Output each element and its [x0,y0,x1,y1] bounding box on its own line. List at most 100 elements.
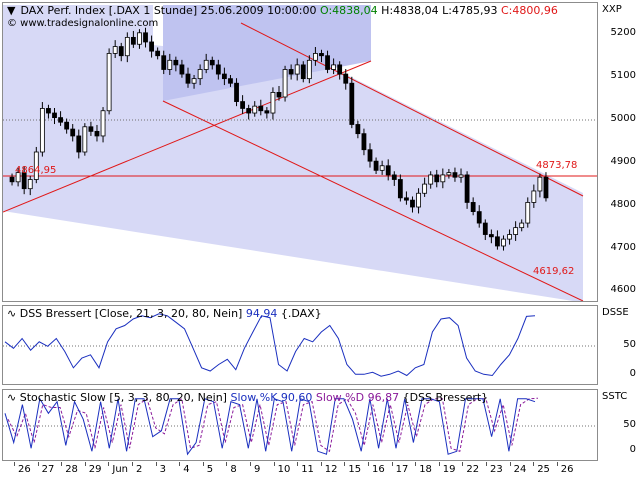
candle-body [39,108,45,153]
price-axis[interactable]: XXP 5200 5100 5000 4900 4800 4700 4600 [598,2,638,302]
candle-body [501,238,506,247]
candle-body [221,73,227,80]
y-tick: 50 [623,419,636,430]
x-tick-mark [533,462,535,466]
price-panel[interactable]: ▼ DAX Perf. Index [.DAX 1 Stunde] 25.06.… [2,2,598,302]
level-right-label: 4873,78 [536,160,578,171]
candle-body [179,64,185,75]
channel-low-label: 4619,62 [533,266,575,277]
x-tick-mark [344,462,346,466]
candle-body [446,172,452,176]
candle-body [343,73,349,84]
candle-body [88,126,94,132]
candle-body [64,121,70,130]
time-axis[interactable]: 26 27 28 29 Jun 2 3 4 5 8 9 10 11 12 15 16 17 18 19 22 23 24 2… [2,462,598,478]
menu-icon[interactable]: ∿ [7,307,17,320]
candle-body [112,46,118,54]
candle-body [276,92,282,98]
candle-body [161,55,167,70]
x-tick-mark [462,462,464,466]
candle-body [173,59,179,66]
candle-body [215,64,221,75]
watermark: © www.tradesignalonline.com [7,18,159,29]
x-tick-label: 9 [254,464,261,475]
stochastic-header: ∿ Stochastic Slow [5, 3, 3, 80, 20, Nein… [7,391,488,404]
x-tick-mark [108,462,110,466]
candle-body [106,53,112,112]
candle-body [458,174,464,178]
candle-body [525,202,531,224]
candle-body [209,59,215,66]
open-value: O:4838,04 [320,4,378,17]
candle-body [228,78,233,84]
x-tick-label: 3 [159,464,166,475]
stochastic-chart[interactable] [3,390,597,460]
x-tick-mark [250,462,251,466]
dss-panel[interactable]: ∿ DSS Bressert [Close, 21, 3, 20, 80, Ne… [2,305,598,385]
candle-body [240,101,245,109]
candle-body [464,174,470,203]
x-tick-label: Jun [112,464,129,475]
candle-body [234,82,239,102]
menu-icon[interactable]: ▼ [7,4,16,17]
x-tick-label: 8 [230,464,237,475]
candle-body [519,222,525,229]
candle-body [82,126,88,153]
x-tick-mark [226,462,228,466]
candle-body [513,227,519,235]
candle-body [155,50,161,57]
candle-body [130,36,136,45]
price-chart[interactable] [3,3,597,301]
slow-k-label: Slow %K 90,60 [230,391,313,404]
slow-d-line [7,397,539,453]
x-tick-mark [155,462,157,466]
candle-body [331,64,337,70]
dss-axis[interactable]: DSSE 50 0 [598,305,638,385]
slow-k-line [4,397,536,456]
stochastic-axis[interactable]: SSTC 50 0 [598,389,638,461]
candle-body [428,174,434,185]
x-tick-mark [179,462,181,466]
close-value: C:4800,96 [500,4,558,17]
stochastic-panel[interactable]: ∿ Stochastic Slow [5, 3, 3, 80, 20, Nein… [2,389,598,461]
channel-fill-upper [3,5,583,301]
y-tick: 4600 [610,284,636,295]
x-tick-label: 12 [324,464,338,475]
y-tick: 4800 [610,199,636,210]
x-tick-mark [368,462,369,466]
candle-body [197,69,203,80]
datetime: 25.06.2009 10:00:00 [200,4,317,17]
stoch-axis-label: SSTC [602,391,628,402]
menu-icon[interactable]: ∿ [7,391,17,404]
candle-body [94,130,100,137]
candle-body [355,124,361,135]
x-tick-mark [556,462,558,466]
candle-body [337,64,343,75]
candle-body [288,69,294,75]
dss-chart[interactable] [3,306,597,384]
candle-body [33,151,39,180]
candle-body [58,117,63,123]
candle-body [319,53,324,57]
x-tick-mark [391,462,393,466]
candle-body [9,176,15,183]
x-tick-label: 28 [65,464,78,475]
candle-body [185,73,191,84]
candle-body [440,174,446,183]
y-tick: 0 [629,444,636,455]
x-tick-mark [297,462,299,466]
candle-body [531,190,537,203]
instrument-title: DAX Perf. Index [.DAX 1 Stunde] [20,4,198,17]
stochastic-source: {DSS Bressert} [402,391,489,404]
candle-body [482,222,488,235]
candle-body [282,69,288,98]
x-tick-label: 5 [206,464,214,475]
candle-body [385,165,391,176]
x-tick-mark [438,462,440,466]
x-tick-label: 18 [419,464,432,475]
dss-title: DSS Bressert [Close, 21, 3, 20, 80, Nein… [19,307,243,320]
low-value: L:4785,93 [442,4,498,17]
candle-body [543,176,549,199]
candle-body [397,179,403,199]
candles-group [9,27,549,251]
